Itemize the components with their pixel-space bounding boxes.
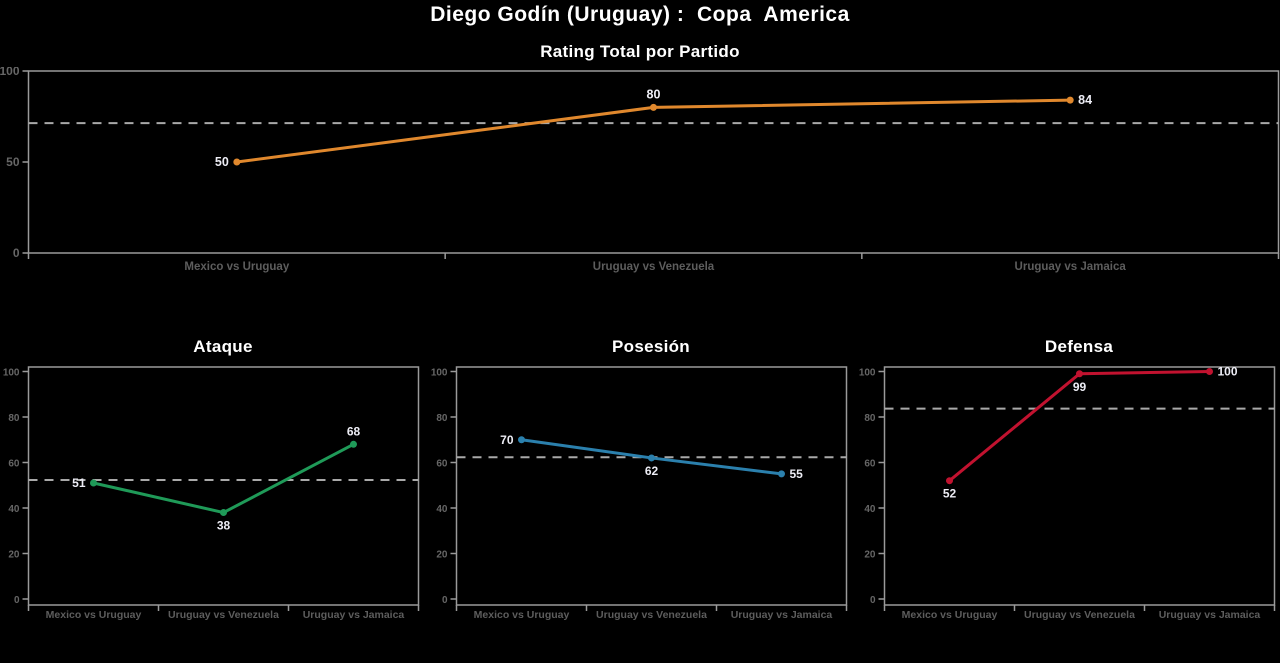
svg-text:20: 20 <box>864 550 876 561</box>
posesion-panel: Posesión 0 20 40 60 80 100 Mexico vs Uruguay Ur… <box>428 335 852 635</box>
defensa-panel: Defensa 0 20 40 60 80 100 Mexico vs Uruguay Uru… <box>856 335 1280 635</box>
svg-text:52: 52 <box>943 487 957 501</box>
rating-chart-title: Rating Total por Partido <box>540 42 740 61</box>
posesion-chart-title: Posesión <box>612 337 690 356</box>
svg-text:Uruguay vs Jamaica: Uruguay vs Jamaica <box>731 609 833 621</box>
svg-text:Uruguay vs Venezuela: Uruguay vs Venezuela <box>593 261 715 273</box>
svg-text:68: 68 <box>347 424 361 438</box>
svg-text:Uruguay vs Venezuela: Uruguay vs Venezuela <box>596 609 707 621</box>
defensa-chart: 0 20 40 60 80 100 Mexico vs Uruguay Uruguay vs … <box>859 365 1276 621</box>
ataque-panel: Ataque 0 20 40 60 80 100 Mexico vs Uruguay Urug… <box>0 335 424 635</box>
svg-text:Uruguay vs Venezuela: Uruguay vs Venezuela <box>168 609 279 621</box>
svg-text:0: 0 <box>442 595 448 606</box>
svg-text:62: 62 <box>645 464 659 478</box>
page-title: Diego Godín (Uruguay) : Copa America <box>430 3 850 26</box>
svg-text:60: 60 <box>8 459 20 470</box>
svg-text:0: 0 <box>870 595 876 606</box>
svg-text:51: 51 <box>72 476 86 490</box>
svg-text:80: 80 <box>436 413 448 424</box>
svg-text:38: 38 <box>217 519 231 533</box>
svg-text:Mexico vs Uruguay: Mexico vs Uruguay <box>902 609 998 621</box>
svg-text:Mexico vs Uruguay: Mexico vs Uruguay <box>46 609 142 621</box>
posesion-chart: 0 20 40 60 80 100 Mexico vs Uruguay Uruguay vs … <box>431 366 848 621</box>
svg-text:0: 0 <box>14 595 20 606</box>
svg-text:84: 84 <box>1078 93 1092 107</box>
svg-text:Mexico vs Uruguay: Mexico vs Uruguay <box>184 261 289 273</box>
svg-text:Uruguay vs Venezuela: Uruguay vs Venezuela <box>1024 609 1135 621</box>
defensa-chart-title: Defensa <box>1044 337 1114 356</box>
svg-text:40: 40 <box>864 504 876 515</box>
svg-text:0: 0 <box>13 246 20 260</box>
svg-text:55: 55 <box>790 467 804 481</box>
svg-text:Mexico vs Uruguay: Mexico vs Uruguay <box>474 609 570 621</box>
svg-text:100: 100 <box>1218 365 1238 379</box>
svg-text:40: 40 <box>8 504 20 515</box>
svg-text:Uruguay vs Jamaica: Uruguay vs Jamaica <box>1015 261 1127 273</box>
svg-text:50: 50 <box>6 155 20 169</box>
svg-text:80: 80 <box>647 87 661 101</box>
svg-text:80: 80 <box>8 413 20 424</box>
svg-text:100: 100 <box>0 67 20 78</box>
svg-text:20: 20 <box>8 550 20 561</box>
rating-total-chart: 0 50 100 Mexico vs Uruguay Uruguay vs Venezu… <box>0 67 1280 273</box>
svg-text:50: 50 <box>215 155 229 169</box>
svg-text:60: 60 <box>864 459 876 470</box>
svg-text:60: 60 <box>436 459 448 470</box>
svg-text:20: 20 <box>436 550 448 561</box>
svg-text:70: 70 <box>500 433 514 447</box>
svg-text:99: 99 <box>1073 380 1087 394</box>
ataque-chart-title: Ataque <box>193 337 253 356</box>
svg-text:100: 100 <box>859 368 876 379</box>
svg-text:40: 40 <box>436 504 448 515</box>
svg-text:80: 80 <box>864 413 876 424</box>
svg-text:Uruguay vs Jamaica: Uruguay vs Jamaica <box>303 609 405 621</box>
svg-text:100: 100 <box>431 368 448 379</box>
svg-text:Uruguay vs Jamaica: Uruguay vs Jamaica <box>1159 609 1261 621</box>
ataque-chart: 0 20 40 60 80 100 Mexico vs Uruguay Uruguay vs … <box>3 366 420 621</box>
svg-text:100: 100 <box>3 368 20 379</box>
